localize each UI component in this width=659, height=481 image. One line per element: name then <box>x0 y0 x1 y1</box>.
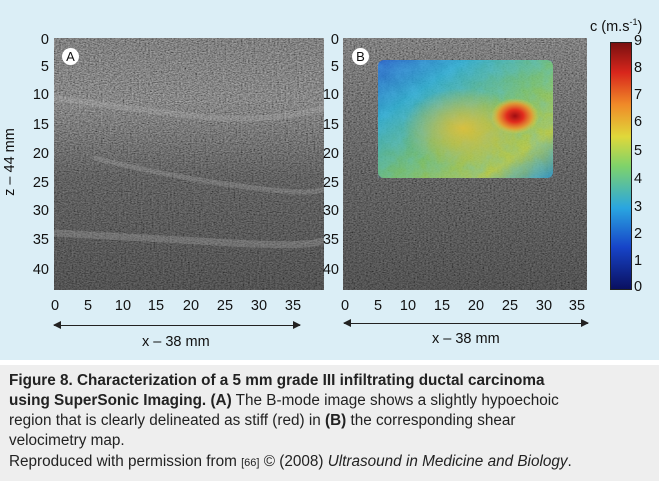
y-tick-b: 15 <box>322 117 339 133</box>
y-tick-a: 20 <box>32 146 49 162</box>
colorbar-tick: 9 <box>634 33 643 49</box>
colorbar-tick: 3 <box>634 199 643 215</box>
colorbar-tick: 7 <box>634 87 643 103</box>
x-tick-b: 25 <box>501 298 519 314</box>
figure-caption: Figure 8. Characterization of a 5 mm gra… <box>0 365 659 481</box>
y-tick-a: 5 <box>40 59 49 75</box>
ultrasound-image-b <box>343 38 587 290</box>
x-tick-a: 5 <box>83 298 93 314</box>
caption-line-4: velocimetry map. <box>9 432 125 449</box>
panel-b-badge: B <box>352 48 369 65</box>
x-tick-a: 10 <box>114 298 132 314</box>
panel-a-badge: A <box>62 48 79 65</box>
y-tick-a: 10 <box>32 87 49 103</box>
y-tick-a: 15 <box>32 117 49 133</box>
x-tick-b: 15 <box>433 298 451 314</box>
y-tick-b: 0 <box>330 32 339 48</box>
x-axis-title-b: x – 38 mm <box>432 331 500 347</box>
colorbar-tick: 1 <box>634 253 643 269</box>
x-tick-b: 35 <box>568 298 586 314</box>
caption-line-3: region that is clearly delineated as sti… <box>9 412 516 429</box>
y-tick-a: 40 <box>32 262 49 278</box>
colorbar-tick: 8 <box>634 60 643 76</box>
caption-line-2: using SuperSonic Imaging. (A) The B-mode… <box>9 392 559 409</box>
y-tick-b: 20 <box>322 146 339 162</box>
x-range-arrow-b <box>343 319 589 327</box>
x-tick-a: 0 <box>50 298 60 314</box>
colorbar-tick: 5 <box>634 143 643 159</box>
x-tick-a: 25 <box>216 298 234 314</box>
colorbar-tick: 2 <box>634 226 643 242</box>
x-tick-a: 20 <box>182 298 200 314</box>
colorbar <box>610 42 632 290</box>
y-tick-b: 25 <box>322 175 339 191</box>
x-tick-b: 10 <box>399 298 417 314</box>
ultrasound-image-a <box>54 38 324 290</box>
y-tick-b: 30 <box>322 203 339 219</box>
y-tick-b: 40 <box>322 262 339 278</box>
caption-line-5: Reproduced with permission from [66] © (… <box>9 453 572 470</box>
y-tick-a: 0 <box>40 32 49 48</box>
x-tick-b: 5 <box>373 298 383 314</box>
x-tick-a: 35 <box>284 298 302 314</box>
y-tick-b: 10 <box>322 87 339 103</box>
colorbar-tick: 0 <box>634 279 643 295</box>
y-tick-b: 35 <box>322 232 339 248</box>
x-tick-b: 30 <box>535 298 553 314</box>
colorbar-tick: 4 <box>634 171 643 187</box>
x-tick-a: 15 <box>147 298 165 314</box>
x-tick-b: 0 <box>340 298 350 314</box>
y-tick-a: 30 <box>32 203 49 219</box>
y-tick-b: 5 <box>330 59 339 75</box>
y-tick-a: 35 <box>32 232 49 248</box>
x-axis-title-a: x – 38 mm <box>142 334 210 350</box>
colorbar-label: c (m.s-1) <box>590 17 643 35</box>
caption-line-1: Figure 8. Characterization of a 5 mm gra… <box>9 372 545 389</box>
x-tick-a: 30 <box>250 298 268 314</box>
x-tick-b: 20 <box>467 298 485 314</box>
y-tick-a: 25 <box>32 175 49 191</box>
colorbar-tick: 6 <box>634 114 643 130</box>
x-range-arrow-a <box>53 321 301 329</box>
figure-panel: A <box>0 0 659 360</box>
y-axis-title: z – 44 mm <box>1 128 18 196</box>
